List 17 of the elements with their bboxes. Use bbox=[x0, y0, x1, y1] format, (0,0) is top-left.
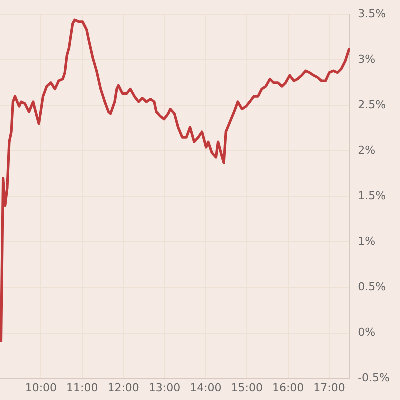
y-tick-label: 1.5% bbox=[358, 190, 386, 203]
y-tick-label: 3.5% bbox=[358, 7, 386, 20]
y-tick-label: -0.5% bbox=[358, 372, 390, 385]
x-tick-label: 10:00 bbox=[25, 381, 58, 394]
y-tick-label: 0.5% bbox=[358, 280, 386, 294]
x-tick-label: 15:00 bbox=[231, 381, 263, 394]
x-tick-label: 12:00 bbox=[108, 381, 140, 394]
x-tick-label: 16:00 bbox=[272, 381, 304, 394]
y-tick-label: 2.5% bbox=[358, 98, 386, 112]
y-tick-label: 1% bbox=[358, 235, 376, 248]
x-tick-label: 14:00 bbox=[190, 381, 222, 394]
y-tick-label: 0% bbox=[358, 326, 376, 340]
x-tick-label: 13:00 bbox=[148, 381, 181, 394]
x-tick-label: 17:00 bbox=[314, 381, 346, 394]
y-tick-label: 2% bbox=[358, 144, 376, 158]
x-tick-label: 11:00 bbox=[66, 381, 98, 394]
y-tick-label: 3% bbox=[358, 52, 376, 66]
